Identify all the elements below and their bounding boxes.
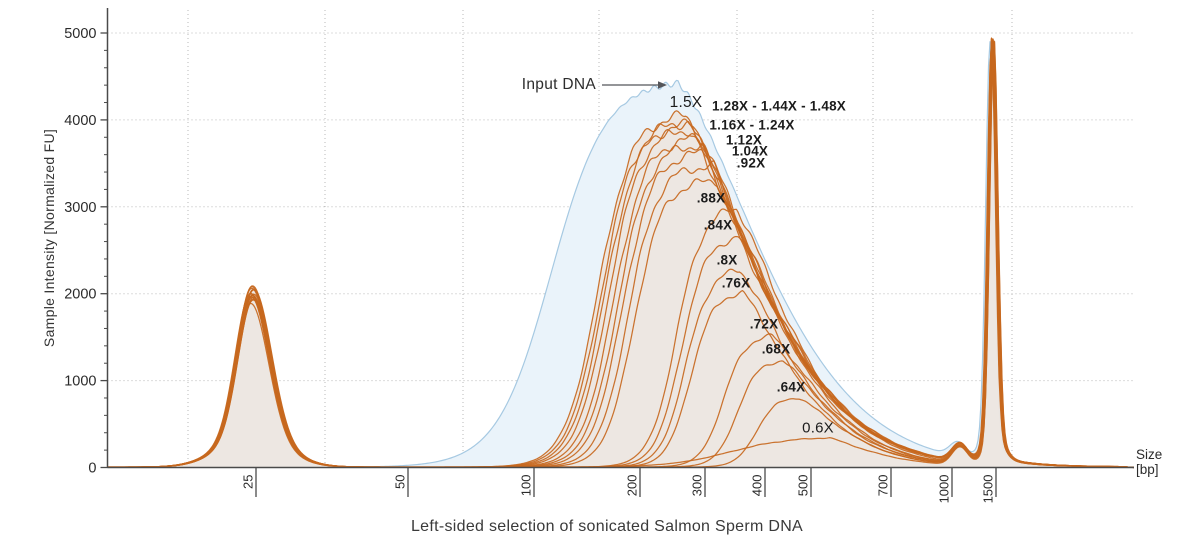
x-tick-label: 1500 — [981, 475, 996, 504]
x-tick-label: 100 — [519, 475, 534, 497]
input-dna-arrowhead — [658, 81, 667, 89]
y-tick-label: 2000 — [64, 287, 96, 303]
x-tick-label: 300 — [690, 475, 705, 497]
x-tick-label: 400 — [750, 475, 765, 497]
y-tick-label: 5000 — [64, 26, 96, 42]
x-tick-label: 50 — [393, 475, 408, 489]
x-tick-label: 700 — [876, 475, 891, 497]
x-tick-label: 200 — [625, 475, 640, 497]
y-tick-label: 0 — [88, 461, 96, 477]
y-tick-label: 4000 — [64, 113, 96, 129]
y-tick-label: 3000 — [64, 200, 96, 216]
x-tick-label: 1000 — [937, 475, 952, 504]
y-tick-label: 1000 — [64, 374, 96, 390]
selection-trace — [108, 41, 1135, 469]
selection-envelope-fill — [108, 38, 1134, 468]
x-tick-label: 500 — [796, 475, 811, 497]
x-tick-label: 25 — [241, 475, 256, 489]
